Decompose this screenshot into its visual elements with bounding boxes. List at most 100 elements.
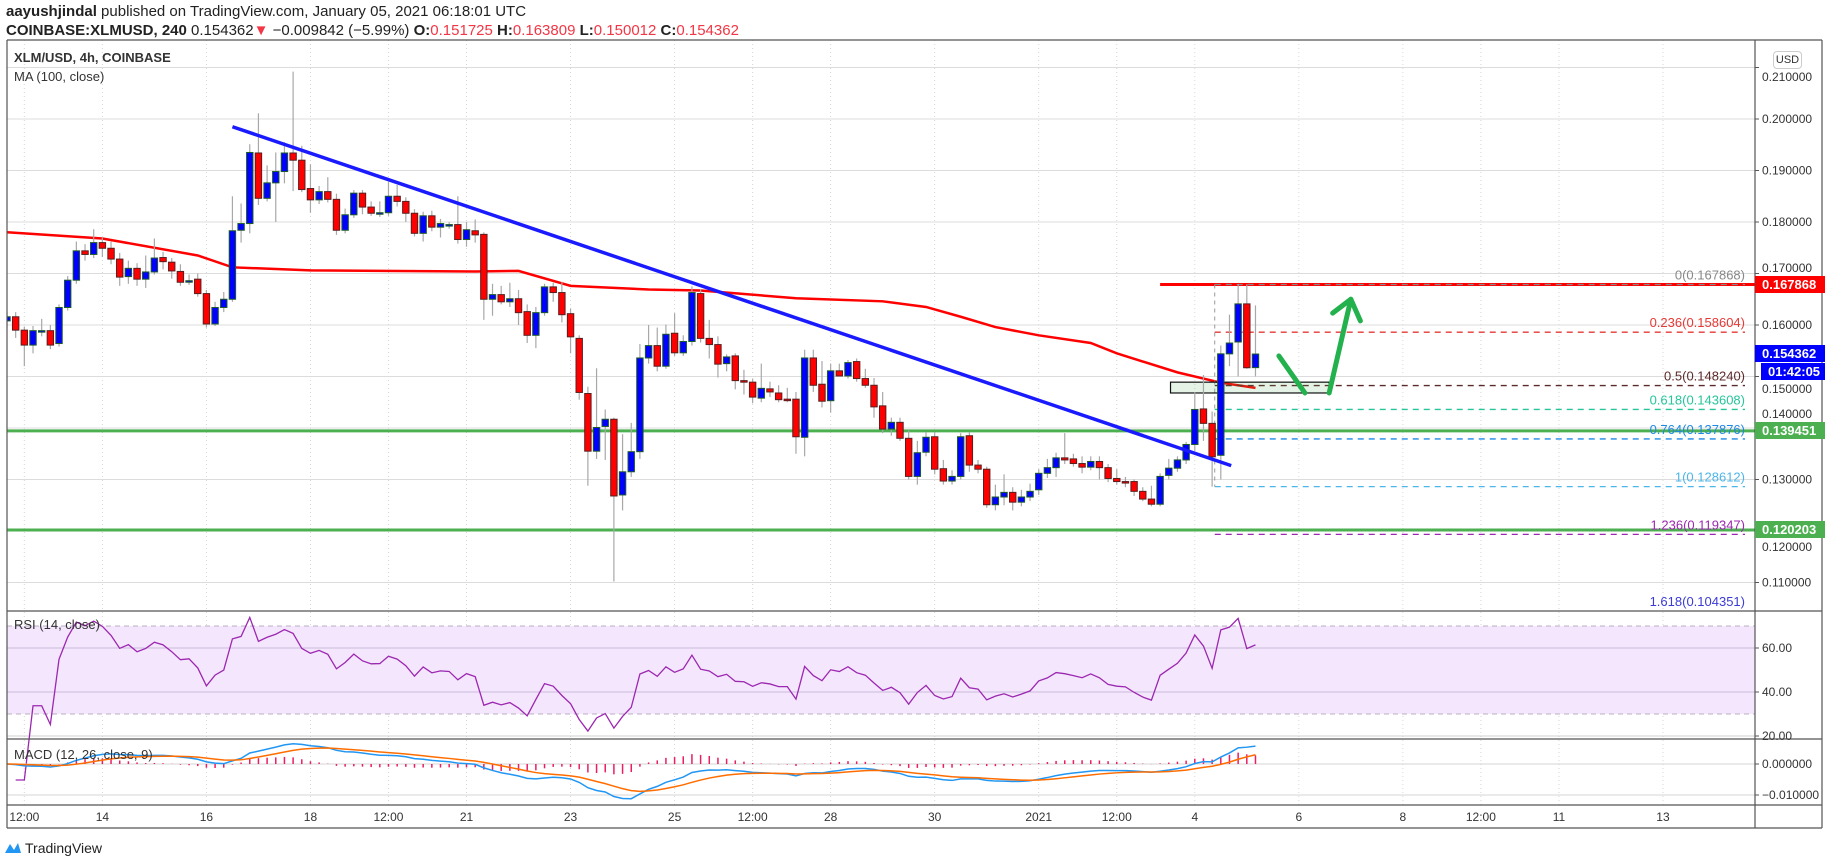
candle-down xyxy=(1147,498,1156,505)
candle-up xyxy=(679,340,687,354)
candle-up xyxy=(1017,496,1026,503)
last-price-badge: 0.154362 xyxy=(1755,345,1825,362)
time-axis-label: 12:00 xyxy=(1466,810,1496,824)
candle-down xyxy=(471,230,479,236)
candle-down xyxy=(965,435,974,466)
candle-down xyxy=(566,313,575,338)
candle-up xyxy=(29,330,37,346)
main-price-pane[interactable] xyxy=(4,71,1755,582)
rsi-axis-label: 40.00 xyxy=(1762,685,1792,699)
candle-up xyxy=(844,362,852,377)
candle-up xyxy=(272,171,280,184)
candle-down xyxy=(748,381,757,398)
author-name[interactable]: aayushjindal xyxy=(6,3,97,20)
price-axis-label: 0.160000 xyxy=(1762,318,1812,332)
candle-up xyxy=(1000,491,1008,498)
candle-down xyxy=(861,378,870,386)
candle-up xyxy=(592,426,601,452)
candle-up xyxy=(263,182,271,199)
candle-up xyxy=(1043,467,1052,474)
candle-up xyxy=(1251,353,1260,369)
brand-name: TradingView xyxy=(25,840,103,856)
price-axis-label: 0.120000 xyxy=(1762,540,1812,554)
candle-down xyxy=(202,293,211,325)
macd-legend[interactable]: MACD (12, 26, close, 9) xyxy=(14,747,153,762)
candle-up xyxy=(228,230,237,300)
candle-up xyxy=(800,357,809,438)
publish-text: published on TradingView.com, January 05… xyxy=(96,3,527,20)
time-axis-label: 12:00 xyxy=(1102,810,1132,824)
candle-up xyxy=(63,279,72,308)
rsi-pane[interactable] xyxy=(7,615,1755,781)
candle-down xyxy=(610,418,618,497)
candle-up xyxy=(1191,408,1199,445)
candle-down xyxy=(1208,422,1216,458)
candle-up xyxy=(1173,459,1182,469)
ma-legend[interactable]: MA (100, close) xyxy=(14,69,105,84)
price-axis-label: 0.210000 xyxy=(1762,70,1812,84)
candle-down xyxy=(575,337,583,393)
candle-down xyxy=(974,464,982,470)
macd-axis-label: 0.000000 xyxy=(1762,757,1812,771)
candle-up xyxy=(1156,475,1164,505)
candle-down xyxy=(298,159,306,191)
candle-down xyxy=(852,361,861,380)
tradingview-logo[interactable]: TradingView xyxy=(4,840,102,856)
candle-up xyxy=(1035,472,1043,491)
candle-up xyxy=(419,215,427,234)
open-label: O: xyxy=(413,22,431,39)
candle-down xyxy=(324,191,332,200)
candle-down xyxy=(194,278,202,295)
candle-up xyxy=(887,421,896,430)
symbol-info: COINBASE:XLMUSD, 240 0.154362▼ −0.009842… xyxy=(6,22,739,39)
candle-up xyxy=(150,257,159,273)
candle-down xyxy=(1069,458,1078,465)
time-axis-label: 8 xyxy=(1400,810,1407,824)
candle-down xyxy=(740,380,748,383)
candle-down xyxy=(289,152,297,161)
candle-down xyxy=(731,355,739,382)
candle-up xyxy=(757,387,765,399)
fib-level-label: 1.236(0.119347) xyxy=(1651,517,1745,532)
candle-down xyxy=(11,316,20,331)
macd-line xyxy=(7,742,1256,800)
candle-down xyxy=(133,267,141,280)
last-price: 0.154362 xyxy=(191,22,254,39)
candle-down xyxy=(402,200,410,214)
candle-up xyxy=(636,357,644,453)
candle-down xyxy=(930,436,939,470)
candle-up xyxy=(644,345,653,359)
candle-down xyxy=(1139,490,1147,500)
low-label: L: xyxy=(579,22,594,39)
time-axis-label: 6 xyxy=(1295,810,1302,824)
candle-down xyxy=(523,311,531,336)
time-axis-label: 14 xyxy=(96,810,110,824)
candle-down xyxy=(558,292,566,316)
support-2-price-badge: 0.120203 xyxy=(1755,521,1825,538)
candle-down xyxy=(514,298,523,314)
candle-up xyxy=(627,451,635,473)
candle-down xyxy=(766,388,774,393)
candle-down xyxy=(480,233,488,300)
rsi-legend[interactable]: RSI (14, close) xyxy=(14,617,100,632)
close-label: C: xyxy=(660,22,677,39)
candle-up xyxy=(662,333,670,367)
currency-button[interactable]: USD xyxy=(1773,51,1802,69)
candle-down xyxy=(1121,481,1130,484)
candle-down xyxy=(1009,491,1017,503)
candle-down xyxy=(159,257,167,263)
macd-pane[interactable] xyxy=(7,742,1755,800)
rsi-axis-label: 20.00 xyxy=(1762,729,1792,743)
candle-down xyxy=(81,250,89,255)
ma100-line xyxy=(7,231,1256,390)
bar-countdown-badge: 01:42:05 xyxy=(1761,363,1825,380)
time-axis-label: 21 xyxy=(460,810,474,824)
candle-up xyxy=(1217,353,1225,456)
fib-level-label: 0.5(0.148240) xyxy=(1664,369,1745,384)
candle-up xyxy=(488,294,497,300)
pullback-arrow-stroke xyxy=(1276,353,1308,396)
axes: 12:00 14 16 18 12:00 21 23 25 12:00 28 30 2021 12:00… xyxy=(9,67,1819,824)
rsi-band xyxy=(7,626,1755,714)
candle-down xyxy=(428,215,436,228)
